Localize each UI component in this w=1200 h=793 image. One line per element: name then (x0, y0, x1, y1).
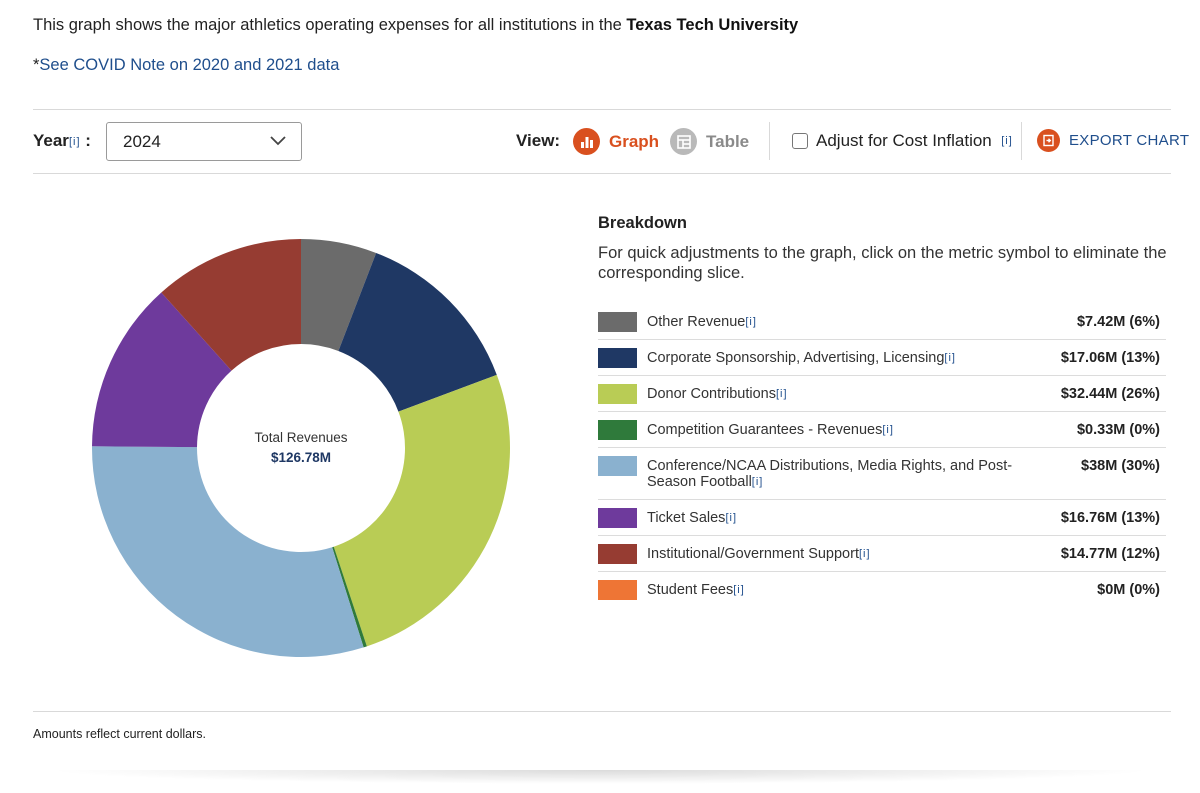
export-icon (1037, 129, 1060, 152)
slice-conference-ncaa-distributions-media-rights-and-post-season-football[interactable] (92, 446, 364, 657)
intro-text: This graph shows the major athletics ope… (33, 16, 798, 35)
card-shadow (45, 770, 1155, 784)
legend-row-corporate-sponsorship-advertising-licensing: Corporate Sponsorship, Advertising, Lice… (598, 340, 1166, 376)
divider-export (1021, 122, 1022, 160)
legend-row-student-fees: Student Fees[i] $0M (0%) (598, 572, 1166, 608)
legend-swatch-donor-contributions[interactable] (598, 384, 637, 404)
table-icon (670, 128, 697, 155)
legend-value: $32.44M (26%) (1060, 386, 1160, 402)
legend-value: $14.77M (12%) (1060, 546, 1160, 562)
year-select[interactable]: 2024 (106, 122, 302, 161)
divider-view (769, 122, 770, 160)
legend-value: $0.33M (0%) (1076, 422, 1160, 438)
year-label: Year[i] : (33, 131, 91, 151)
export-chart-button[interactable]: EXPORT CHART (1037, 129, 1189, 152)
legend-label: Competition Guarantees - Revenues[i] (647, 422, 894, 438)
divider-controls (33, 173, 1171, 174)
legend-info-icon[interactable]: [i] (751, 476, 764, 488)
legend-swatch-conference-ncaa-distributions-media-rights-and-post-season-football[interactable] (598, 456, 637, 476)
view-label: View: (516, 131, 561, 150)
legend-swatch-other-revenue[interactable] (598, 312, 637, 332)
legend-label-text: Conference/NCAA Distributions, Media Rig… (647, 458, 1013, 490)
legend-info-icon[interactable]: [i] (745, 316, 757, 328)
slice-institutional-government-support[interactable] (161, 239, 301, 371)
institution-name: Texas Tech University (626, 16, 799, 34)
footer-note: Amounts reflect current dollars. (33, 727, 206, 741)
legend-value: $38M (30%) (1081, 458, 1160, 474)
legend-row-donor-contributions: Donor Contributions[i] $32.44M (26%) (598, 376, 1166, 412)
covid-note: *See COVID Note on 2020 and 2021 data (33, 56, 339, 75)
legend-value: $7.42M (6%) (1076, 314, 1160, 330)
legend-label: Ticket Sales[i] (647, 510, 737, 526)
legend-label-text: Corporate Sponsorship, Advertising, Lice… (647, 350, 945, 366)
slice-donor-contributions[interactable] (333, 374, 510, 647)
legend-info-icon[interactable]: [i] (882, 424, 894, 436)
year-select-value: 2024 (123, 132, 161, 151)
legend-row-institutional-government-support: Institutional/Government Support[i] $14.7… (598, 536, 1166, 572)
covid-note-link[interactable]: See COVID Note on 2020 and 2021 data (39, 56, 340, 74)
legend-swatch-ticket-sales[interactable] (598, 508, 637, 528)
legend-row-other-revenue: Other Revenue[i] $7.42M (6%) (598, 304, 1166, 340)
legend-value: $0M (0%) (1097, 582, 1160, 598)
view-graph-label: Graph (609, 131, 660, 151)
legend-swatch-student-fees[interactable] (598, 580, 637, 600)
legend-label-text: Student Fees (647, 582, 734, 598)
center-value: $126.78M (271, 450, 331, 465)
legend-swatch-institutional-government-support[interactable] (598, 544, 637, 564)
donut-chart: Total Revenues $126.78M (0, 174, 600, 709)
divider-top (33, 109, 1171, 110)
legend-info-icon[interactable]: [i] (858, 548, 871, 560)
breakdown-title: Breakdown (598, 214, 687, 232)
center-label: Total Revenues (254, 430, 347, 445)
legend-label-text: Donor Contributions (647, 386, 776, 402)
legend-label-text: Ticket Sales (647, 510, 726, 526)
legend-value: $17.06M (13%) (1060, 350, 1160, 366)
legend-label-text: Other Revenue (647, 314, 746, 330)
legend-label: Corporate Sponsorship, Advertising, Lice… (647, 350, 956, 366)
year-info-icon[interactable]: [i] (68, 136, 81, 148)
legend: Other Revenue[i] $7.42M (6%) Corporate Spo… (598, 304, 1166, 608)
legend-label: Institutional/Government Support[i] (647, 546, 871, 562)
export-chart-label: EXPORT CHART (1069, 132, 1190, 149)
slice-competition-guarantees-revenues[interactable] (332, 546, 367, 648)
legend-label: Student Fees[i] (647, 582, 745, 598)
legend-row-competition-guarantees-revenues: Competition Guarantees - Revenues[i] $0.3… (598, 412, 1166, 448)
legend-label-text: Competition Guarantees - Revenues (647, 422, 883, 438)
slice-corporate-sponsorship-advertising-licensing[interactable] (338, 252, 497, 412)
legend-swatch-competition-guarantees-revenues[interactable] (598, 420, 637, 440)
inflation-label: Adjust for Cost Inflation (816, 131, 992, 150)
view-graph-button[interactable]: Graph (573, 127, 659, 156)
view-table-label: Table (706, 131, 750, 151)
legend-row-ticket-sales: Ticket Sales[i] $16.76M (13%) (598, 500, 1166, 536)
legend-label-text: Institutional/Government Support (647, 546, 859, 562)
legend-row-conference-ncaa-distributions-media-rights-and-post-season-football: Conference/NCAA Distributions, Media Rig… (598, 448, 1166, 500)
legend-swatch-corporate-sponsorship-advertising-licensing[interactable] (598, 348, 637, 368)
legend-info-icon[interactable]: [i] (775, 388, 788, 400)
legend-info-icon[interactable]: [i] (733, 584, 745, 596)
legend-info-icon[interactable]: [i] (725, 512, 737, 524)
bar-chart-icon (573, 128, 600, 155)
inflation-info-icon[interactable]: [i] (1001, 135, 1013, 147)
slice-other-revenue[interactable] (301, 239, 377, 351)
divider-bottom (33, 711, 1171, 712)
legend-value: $16.76M (13%) (1060, 510, 1160, 526)
slice-ticket-sales[interactable] (92, 292, 232, 448)
legend-info-icon[interactable]: [i] (944, 352, 956, 364)
breakdown-description: For quick adjustments to the graph, clic… (598, 244, 1167, 282)
covid-asterisk: * (33, 56, 40, 74)
intro-prefix: This graph shows the major athletics ope… (33, 16, 627, 34)
year-label-colon: : (85, 131, 91, 150)
year-label-text: Year (33, 131, 69, 150)
legend-label: Donor Contributions[i] (647, 386, 788, 402)
inflation-toggle[interactable]: Adjust for Cost Inflation [i] (792, 131, 1013, 151)
view-table-button[interactable]: Table (670, 127, 749, 156)
chevron-down-icon (270, 134, 286, 152)
legend-label: Conference/NCAA Distributions, Media Rig… (647, 458, 1017, 490)
donut-svg: Total Revenues $126.78M (92, 239, 510, 657)
legend-label: Other Revenue[i] (647, 314, 757, 330)
inflation-checkbox[interactable] (792, 133, 808, 149)
